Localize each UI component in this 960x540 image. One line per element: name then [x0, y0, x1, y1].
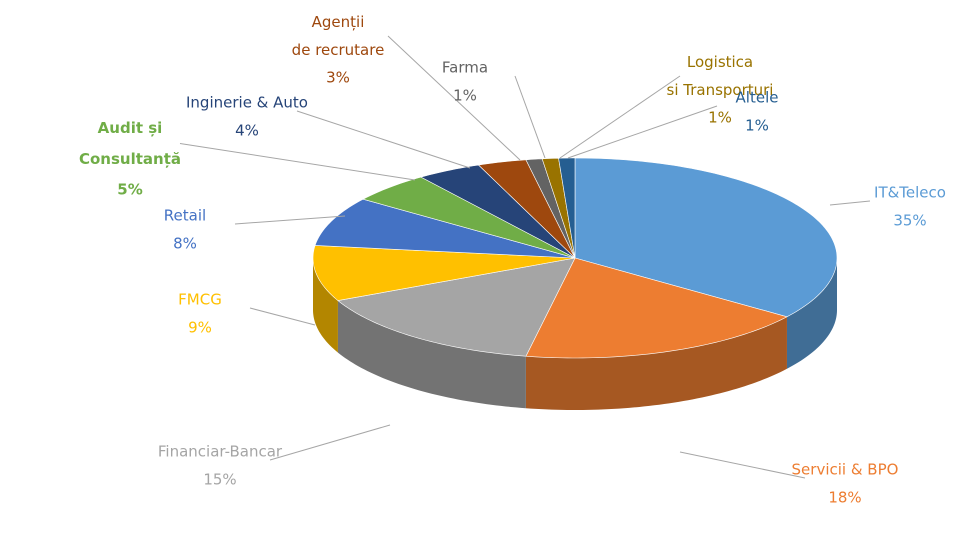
- category-label: Logistica si Transporturi: [667, 53, 774, 99]
- label-line: si Transporturi: [667, 81, 774, 99]
- slice: [312, 245, 576, 301]
- label-line: Consultanță: [79, 150, 181, 168]
- label-line: Agenții: [312, 13, 365, 31]
- leader-line: [249, 307, 316, 326]
- slice: [477, 159, 576, 259]
- value-label: 1%: [453, 87, 477, 105]
- category-label: Financiar-Bancar: [158, 443, 283, 461]
- slice-side: [525, 316, 787, 410]
- slice-side: [313, 258, 338, 353]
- leader-line: [387, 35, 521, 161]
- leader-line: [296, 110, 471, 169]
- category-label: Agenții de recrutare: [292, 13, 385, 59]
- value-label: 18%: [828, 489, 861, 507]
- slice: [525, 257, 788, 359]
- category-label: Retail: [164, 207, 206, 225]
- slice: [420, 164, 576, 259]
- leader-line: [234, 215, 346, 225]
- value-label: 9%: [188, 319, 212, 337]
- slice: [574, 157, 838, 318]
- value-label: 1%: [745, 117, 769, 135]
- category-label: Inginerie & Auto: [186, 94, 308, 112]
- category-label: Servicii & BPO: [792, 461, 899, 479]
- leader-line: [269, 424, 391, 461]
- value-label: 3%: [326, 69, 350, 87]
- category-label: Audit și Consultanță: [79, 119, 181, 168]
- leader-line: [514, 75, 546, 159]
- value-label: 4%: [235, 122, 259, 140]
- leader-line: [679, 451, 806, 479]
- label-line: de recrutare: [292, 41, 385, 59]
- label-line: Audit și: [98, 119, 163, 137]
- value-label: 8%: [173, 235, 197, 253]
- slice-side: [786, 258, 837, 369]
- category-label: IT&Teleco: [874, 184, 946, 202]
- leader-line: [567, 105, 718, 159]
- label-line: Logistica: [687, 53, 753, 71]
- slice: [558, 157, 576, 259]
- value-label: 1%: [708, 109, 732, 127]
- slice: [337, 257, 576, 357]
- leader-line: [829, 200, 871, 206]
- slice: [314, 198, 576, 259]
- category-label: Farma: [442, 59, 488, 77]
- value-label: 5%: [117, 181, 142, 199]
- leader-line: [559, 75, 681, 159]
- value-label: 15%: [203, 471, 236, 489]
- category-label: FMCG: [178, 291, 222, 309]
- leader-line: [179, 143, 416, 181]
- value-label: 35%: [893, 212, 926, 230]
- slice-side: [337, 300, 526, 409]
- category-label: Altele: [736, 89, 779, 107]
